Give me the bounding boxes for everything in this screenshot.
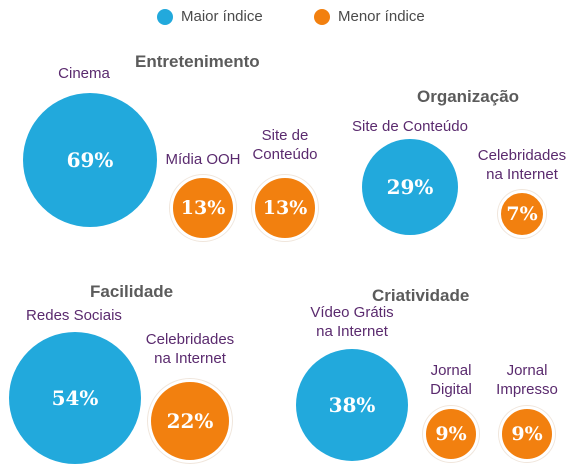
bubble-label-0-0: Cinema [58,65,110,82]
bubble-label-0-1: Mídia OOH [165,151,241,168]
legend-item-maior: Maior índice [157,8,263,25]
bubble-label-3-2: Jornal Impresso [496,362,558,398]
bubble-label-2-1: Celebridades na Internet [145,331,235,367]
bubble-0-1: 13% [170,175,236,241]
legend-label-menor: Menor índice [338,8,425,25]
chart-title-2: Facilidade [90,282,174,301]
bubble-value-3-1: 9% [435,423,467,445]
bubble-2-0: 54% [9,332,141,464]
bubble-value-3-0: 38% [328,393,376,417]
bubble-label-1-0: Site de Conteúdo [352,118,468,135]
bubble-1-0: 29% [362,139,458,235]
chart-title-0: Entretenimento [135,52,260,71]
bubble-3-0: 38% [296,349,408,461]
bubble-label-2-0: Redes Sociais [26,307,122,324]
bubble-value-0-2: 13% [262,197,308,219]
bubble-value-2-1: 22% [166,409,214,433]
bubble-value-0-0: 69% [66,148,114,172]
bubble-value-2-0: 54% [51,386,99,410]
bubble-3-1: 9% [423,406,479,462]
bubble-1-1: 7% [498,190,546,238]
legend-swatch-menor [314,8,330,25]
legend-item-menor: Menor índice [314,8,425,25]
bubble-3-2: 9% [499,406,555,462]
bubble-2-1: 22% [148,379,232,463]
chart-title-3: Criatividade [372,286,470,305]
bubble-label-0-2: Site de Conteúdo [252,127,318,163]
bubble-0-0: 69% [23,93,157,227]
bubble-value-3-2: 9% [511,423,543,445]
bubble-value-0-1: 13% [180,197,226,219]
bubble-value-1-0: 29% [386,175,434,199]
legend-swatch-maior [157,8,173,25]
legend-label-maior: Maior índice [181,8,263,25]
bubble-0-2: 13% [252,175,318,241]
bubble-label-3-1: Jornal Digital [430,362,472,398]
chart-title-1: Organização [417,87,520,106]
bubble-label-1-1: Celebridades na Internet [477,147,567,183]
bubble-value-1-1: 7% [506,203,538,225]
bubble-label-3-0: Vídeo Grátis na Internet [310,304,394,340]
